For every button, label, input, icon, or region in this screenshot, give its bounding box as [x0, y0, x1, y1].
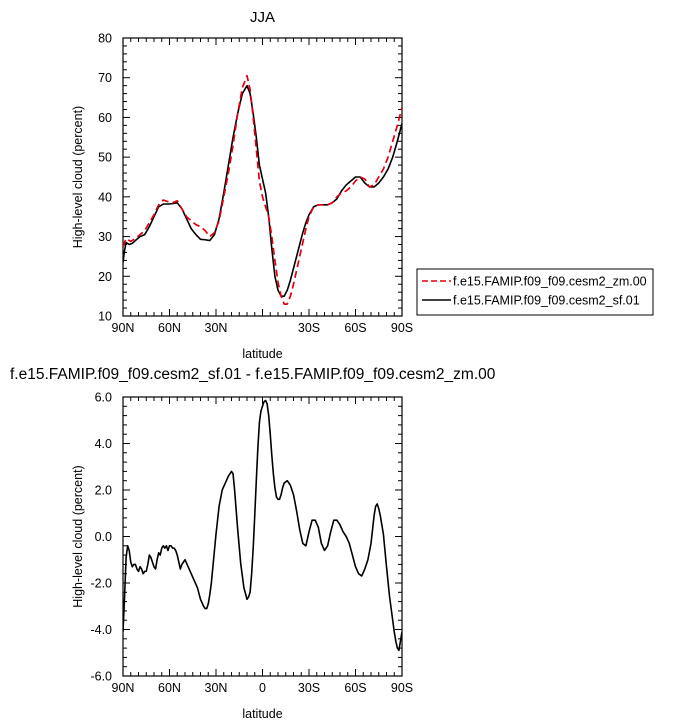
- legend-box: [416, 268, 654, 316]
- chart-2-plot-frame: [122, 396, 403, 677]
- legend-label-1: f.e15.FAMIP.f09_f09.cesm2_zm.00: [453, 275, 647, 289]
- chart-1-x-tick-label: 60S: [344, 321, 366, 335]
- chart-1-series-line-1: [123, 74, 402, 305]
- chart-1-y-tick-label: 80: [98, 32, 112, 46]
- chart-2-y-tick-label: 0.0: [95, 530, 112, 544]
- chart-2-x-tick-label: 60N: [158, 681, 181, 695]
- chart-2-x-tick-label: 30N: [205, 681, 228, 695]
- chart-2-y-tick-label: -4.0: [90, 623, 112, 637]
- chart-1-y-tick-label: 40: [98, 190, 112, 204]
- chart-1-y-tick-label: 30: [98, 230, 112, 244]
- chart-2-title: f.e15.FAMIP.f09_f09.cesm2_sf.01 - f.e15.…: [10, 366, 496, 383]
- chart-2-x-tick-label: 90S: [391, 681, 413, 695]
- chart-2-x-tick-label: 90N: [112, 681, 135, 695]
- chart-1-y-tick-label: 50: [98, 151, 112, 165]
- chart-2-x-axis-label: latitude: [242, 707, 282, 721]
- chart-2-y-axis-label: High-level cloud (percent): [71, 465, 85, 607]
- chart-1-x-tick-label: 60N: [158, 321, 181, 335]
- chart-1-y-tick-label: 70: [98, 71, 112, 85]
- chart-1-x-tick-label: 30S: [298, 321, 320, 335]
- chart-1-x-axis-label: latitude: [242, 347, 282, 361]
- chart-1-x-tick-label: 90S: [391, 321, 413, 335]
- chart-2-y-tick-label: -2.0: [90, 577, 112, 591]
- chart-1-x-tick-label: 90N: [112, 321, 135, 335]
- chart-1-y-tick-label: 60: [98, 111, 112, 125]
- chart-1-y-axis-label: High-level cloud (percent): [71, 106, 85, 248]
- chart-1-title: JJA: [250, 9, 275, 26]
- legend-label-2: f.e15.FAMIP.f09_f09.cesm2_sf.01: [453, 294, 640, 308]
- chart-2-y-tick-label: 2.0: [95, 484, 112, 498]
- chart-1-y-tick-label: 10: [98, 310, 112, 324]
- chart-2-x-tick-label: 30S: [298, 681, 320, 695]
- chart-1-x-tick-label: 30N: [205, 321, 228, 335]
- chart-2-x-tick-label: 60S: [344, 681, 366, 695]
- chart-2-y-tick-label: -6.0: [90, 670, 112, 684]
- chart-1-y-tick-label: 20: [98, 270, 112, 284]
- chart-2-y-tick-label: 4.0: [95, 437, 112, 451]
- chart-1-series-line-2: [123, 84, 402, 297]
- chart-2-series-line-1: [123, 399, 402, 652]
- chart-2-y-tick-label: 6.0: [95, 391, 112, 405]
- chart-2-x-tick-label: 0: [259, 681, 266, 695]
